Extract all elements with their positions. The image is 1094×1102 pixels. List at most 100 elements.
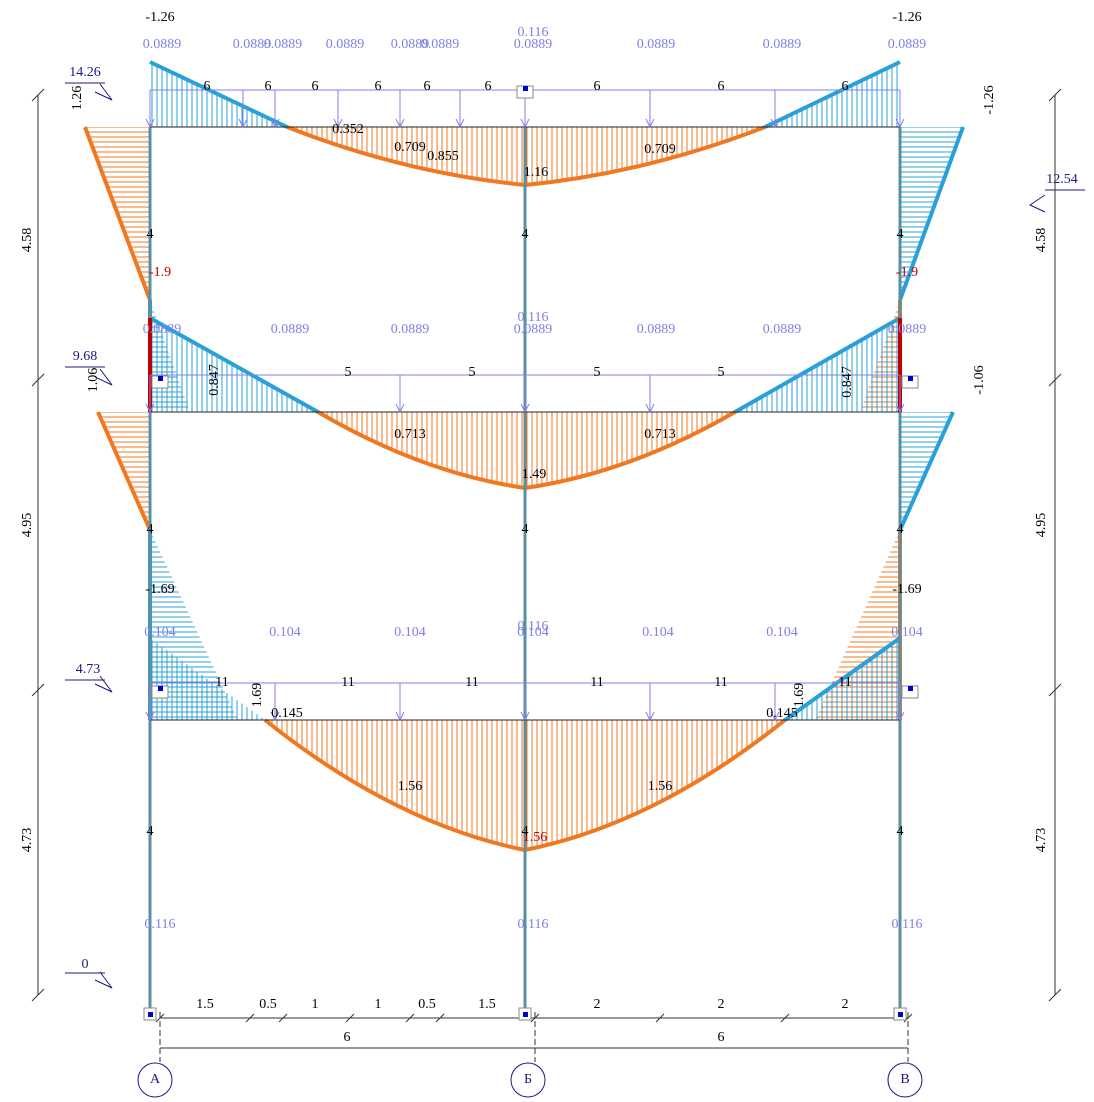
label: 0.847	[840, 366, 855, 398]
label: 0.0889	[143, 37, 182, 52]
label: 5	[718, 365, 725, 380]
label: 0.0889	[271, 322, 310, 337]
label: -1.9	[896, 265, 918, 280]
node-mark-fill	[908, 376, 913, 381]
label: 0.104	[766, 625, 798, 640]
label: 0.0889	[637, 322, 676, 337]
label: 4.73	[1034, 828, 1049, 853]
label: 0.104	[144, 625, 176, 640]
label: 1.16	[524, 165, 549, 180]
label: -1.26	[982, 85, 997, 114]
label: -1.69	[892, 582, 921, 597]
label: 0.0889	[264, 37, 303, 52]
hload-arrow	[95, 972, 112, 988]
label: 4	[897, 227, 904, 242]
label: 0.0889	[514, 37, 553, 52]
label: 1.5	[196, 997, 214, 1012]
label: 0.116	[892, 917, 923, 932]
label: -1.9	[149, 265, 171, 280]
label: 0.855	[427, 149, 459, 164]
label: 6	[375, 79, 382, 94]
label: -1.26	[892, 10, 921, 25]
label: 5	[345, 365, 352, 380]
label: 0.5	[418, 997, 436, 1012]
label: 0.104	[642, 625, 674, 640]
hload-arrow	[95, 676, 112, 692]
label: 1	[375, 997, 382, 1012]
label: 0.0889	[326, 37, 365, 52]
label: 0.145	[271, 706, 303, 721]
label: 6	[265, 79, 272, 94]
label: 1.06	[86, 368, 101, 393]
label: 11	[714, 675, 727, 690]
label: 1.49	[522, 467, 547, 482]
label: 6	[718, 79, 725, 94]
label: 4	[522, 824, 529, 839]
label: В	[900, 1072, 909, 1087]
label: 0.713	[644, 427, 676, 442]
label: 4.95	[20, 513, 35, 538]
node-mark-fill	[523, 86, 528, 91]
node-mark-fill	[908, 686, 913, 691]
label: 0.104	[269, 625, 301, 640]
frame-diagram: -1.26 -1.26 0.116 0.0889 0.0889 0.0889 0.0889 0…	[0, 0, 1094, 1102]
label: 4	[522, 522, 529, 537]
label: 0.0889	[888, 322, 927, 337]
label: 4	[897, 824, 904, 839]
label: 6	[485, 79, 492, 94]
label: 4	[147, 522, 154, 537]
label: 6	[718, 1030, 725, 1045]
page: {"labels": ["-1.26", "-1.26", "0.116", "…	[0, 0, 1094, 1102]
node-mark-fill	[523, 1012, 528, 1017]
label: -1.26	[145, 10, 174, 25]
label: 4	[522, 227, 529, 242]
label: Б	[524, 1072, 532, 1087]
node-mark-fill	[148, 1012, 153, 1017]
hload-arrow	[1030, 195, 1045, 212]
label: 0.0889	[888, 37, 927, 52]
label: 11	[465, 675, 478, 690]
label: 0.0889	[514, 322, 553, 337]
label: 4.95	[1034, 513, 1049, 538]
label: 4.58	[20, 228, 35, 253]
node-mark-fill	[158, 376, 163, 381]
label: 1.56	[398, 779, 423, 794]
label: 4.73	[76, 662, 101, 677]
label: -1.69	[145, 582, 174, 597]
label: 6	[204, 79, 211, 94]
label: 6	[312, 79, 319, 94]
label: 6	[424, 79, 431, 94]
label: 0.352	[332, 122, 364, 137]
label: 11	[215, 675, 228, 690]
label: 0.116	[518, 917, 549, 932]
label: 0.116	[145, 917, 176, 932]
label: 5	[469, 365, 476, 380]
label: 6	[842, 79, 849, 94]
label: 2	[842, 997, 849, 1012]
label: 6	[594, 79, 601, 94]
label: 0.104	[891, 625, 923, 640]
label: 1.5	[478, 997, 496, 1012]
label: 0.0889	[143, 322, 182, 337]
label: 0.104	[394, 625, 426, 640]
label: 0.709	[394, 140, 426, 155]
label: 4	[897, 522, 904, 537]
label: 9.68	[73, 349, 98, 364]
label: 1.56	[648, 779, 673, 794]
label: 6	[344, 1030, 351, 1045]
label: 11	[341, 675, 354, 690]
label: 0.709	[644, 142, 676, 157]
label: 11	[838, 675, 851, 690]
label: 0.5	[259, 997, 277, 1012]
node-mark-fill	[158, 686, 163, 691]
label: 0.145	[766, 706, 798, 721]
label: -1.06	[972, 365, 987, 394]
label: 0.0889	[391, 322, 430, 337]
label: 0.847	[207, 364, 222, 396]
label: 14.26	[69, 65, 101, 80]
label: 0.104	[517, 625, 549, 640]
label: 4.73	[20, 828, 35, 853]
label: 1	[312, 997, 319, 1012]
label: 0.713	[394, 427, 426, 442]
label: 11	[590, 675, 603, 690]
